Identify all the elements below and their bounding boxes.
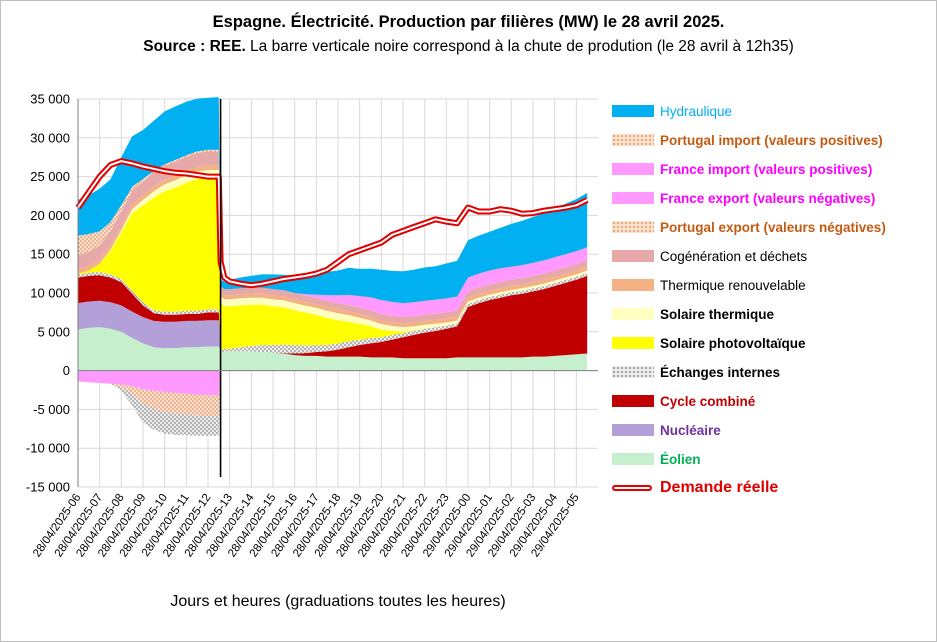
y-tick-label: 25 000 [30,169,70,184]
legend-item-thermique-renouvelable: Thermique renouvelable [612,274,806,296]
legend-swatch [612,424,654,436]
legend-label: Cogénération et déchets [660,248,808,264]
area-hydraulique [78,97,588,304]
area-nucleaire [78,300,588,359]
x-axis-ticks: 28/04/2025-0628/04/2025-0728/04/2025-082… [31,491,582,559]
legend-label: France export (valeurs négatives) [660,190,876,206]
y-tick-label: 0 [63,363,70,378]
legend-swatch [612,366,654,378]
area-eolien [78,327,588,371]
legend-item-solaire-photovoltaique: Solaire photovoltaïque [612,332,806,354]
y-tick-label: 35 000 [30,92,70,107]
legend-item-hydraulique: Hydraulique [612,100,732,122]
legend-demand-swatch [612,485,652,491]
legend-swatch [612,221,654,233]
legend-item-nucleaire: Nucléaire [612,419,721,441]
legend-label: Solaire photovoltaïque [660,335,806,351]
area-solaire-photovoltaique [78,177,588,350]
y-tick-label: 20 000 [30,208,70,223]
legend-swatch [612,250,654,262]
legend-label: Demande réelle [660,479,779,496]
legend-label: Hydraulique [660,103,733,119]
legend-swatch [612,134,654,146]
chart-title: Espagne. Électricité. Production par fil… [212,13,725,31]
legend-item-portugal-export-valeurs-negatives: Portugal export (valeurs négatives) [612,216,886,238]
y-tick-label: 5 000 [37,324,70,339]
y-tick-label: -10 000 [26,441,70,456]
legend-label: Nucléaire [660,422,721,438]
x-axis-label: Jours et heures (graduations toutes les … [170,593,506,610]
legend-label: Échanges internes [660,364,781,380]
legend-label: Éolien [660,451,701,467]
legend-label: Thermique renouvelable [660,277,806,293]
legend-item-demande-reelle: Demande réelle [612,477,778,499]
legend-label: France import (valeurs positives) [660,161,873,177]
area-echanges-internes [78,272,588,354]
chart-source: Source : REE. [143,38,246,55]
legend-swatch [612,279,654,291]
legend-label: Portugal export (valeurs négatives) [660,219,886,235]
legend-swatch [612,395,654,407]
legend-item-portugal-import-valeurs-positives: Portugal import (valeurs positives) [612,129,883,151]
legend-item-france-export-valeurs-negatives: France export (valeurs négatives) [612,187,875,209]
legend-item-cogeneration-et-dechets: Cogénération et déchets [612,245,807,267]
legend-label: Portugal import (valeurs positives) [660,132,883,148]
y-tick-label: 10 000 [30,286,70,301]
y-tick-label: -15 000 [26,480,70,495]
chart-subtitle: Source : REE. La barre verticale noire c… [0,38,937,56]
area-neg-portugal-export-valeurs-negatives [78,370,588,417]
area-cycle-combine [78,275,588,359]
axes [77,99,598,487]
y-tick-label: -5 000 [33,402,70,417]
legend-item-eolien: Éolien [612,448,701,470]
legend-item-solaire-thermique: Solaire thermique [612,303,774,325]
area-series [78,97,588,436]
legend-swatch [612,453,654,465]
legend-swatch [612,105,654,117]
area-neg-echanges-internes [78,370,588,436]
legend-swatch [612,337,654,349]
legend-label: Solaire thermique [660,306,775,322]
legend-item-echanges-internes: Échanges internes [612,361,780,383]
demand-line-inner [77,160,588,287]
y-axis-ticks: -15 000 -10 000 -5 000 0 5 000 10 000 15 000 20… [26,92,70,495]
chart-subtitle-text: La barre verticale noire correspond à la… [245,38,794,55]
legend-item-cycle-combine: Cycle combiné [612,390,755,412]
legend-item-france-import-valeurs-positives: France import (valeurs positives) [612,158,872,180]
legend-label: Cycle combiné [660,393,756,409]
legend-swatch [612,163,654,175]
y-tick-label: 15 000 [30,247,70,262]
y-tick-label: 30 000 [30,130,70,145]
legend-swatch [612,308,654,320]
legend-swatch [612,192,654,204]
area-neg-france-export-valeurs-negatives [78,370,588,396]
demand-series [75,158,589,289]
